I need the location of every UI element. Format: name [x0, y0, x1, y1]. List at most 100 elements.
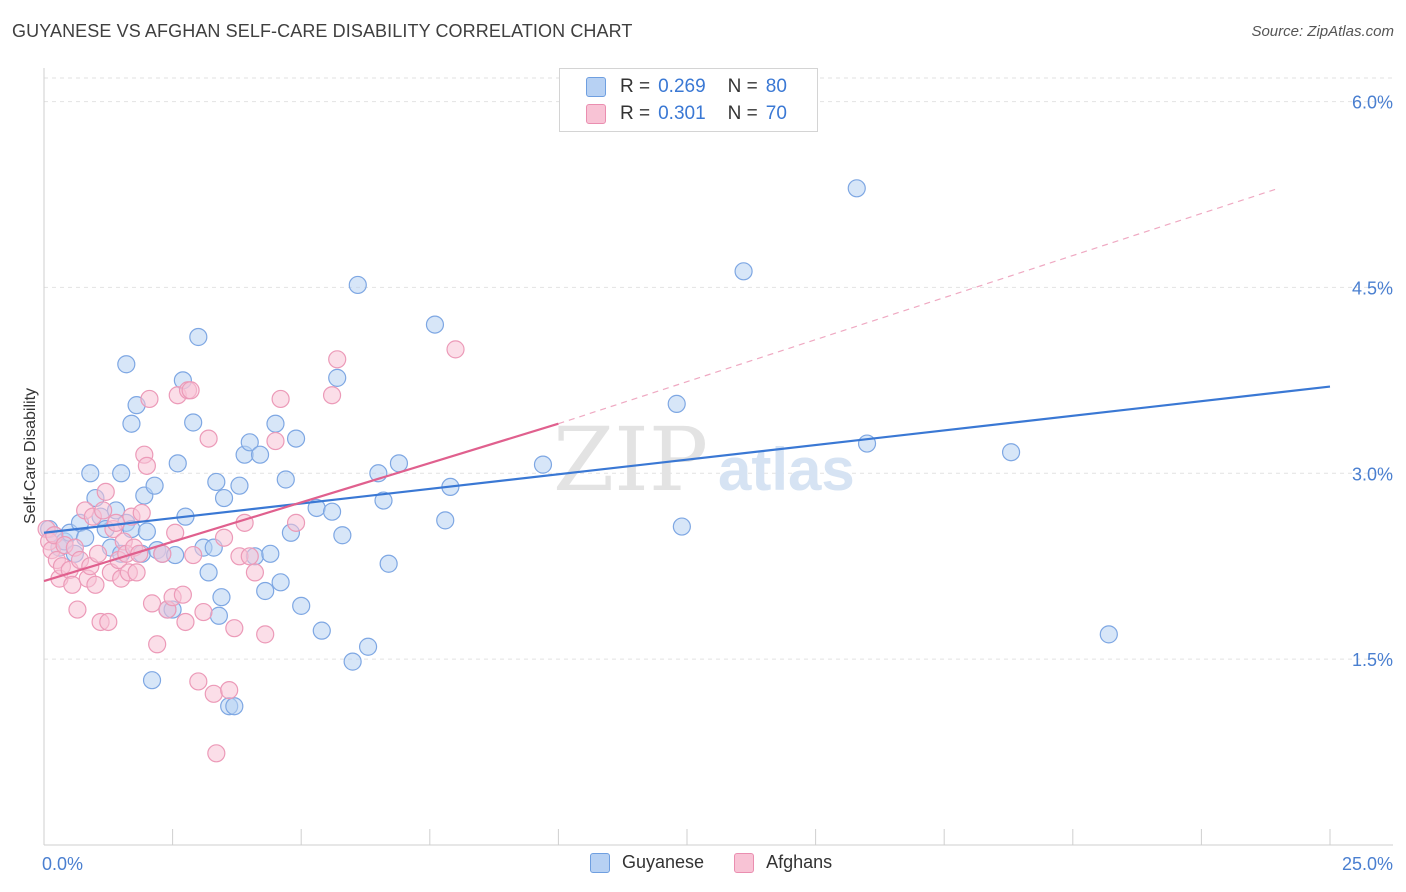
guyanese-point: [333, 526, 352, 545]
afghans-point: [86, 575, 105, 594]
guyanese-point: [322, 502, 342, 521]
legend-item-afghans[interactable]: Afghans: [734, 852, 832, 873]
afghans-point: [204, 684, 223, 703]
guyanese-swatch: [586, 77, 606, 97]
guyanese-point: [81, 464, 100, 483]
y-tick-label: 3.0%: [1352, 464, 1393, 484]
guyanese-swatch: [590, 852, 610, 873]
guyanese-point: [230, 476, 249, 495]
guyanese-point: [256, 581, 275, 601]
afghans-points: [37, 340, 465, 763]
r-label: R =: [620, 76, 651, 97]
afghans-swatch: [734, 852, 755, 873]
afghans-point: [266, 431, 285, 451]
guyanese-point: [312, 621, 331, 640]
afghans-point: [153, 544, 172, 563]
guyanese-r-value: 0.269: [658, 76, 706, 97]
afghans-point: [137, 456, 156, 475]
y-tick-label: 4.5%: [1352, 278, 1393, 298]
guyanese-point: [425, 315, 445, 334]
afghans-point: [328, 350, 347, 369]
guyanese-point: [348, 275, 367, 295]
guyanese-point: [207, 472, 226, 492]
legend-item-guyanese[interactable]: Guyanese: [590, 852, 704, 873]
afghans-point: [256, 625, 275, 644]
afghans-point: [240, 547, 259, 566]
afghans-point: [199, 429, 218, 448]
guyanese-point: [328, 368, 347, 387]
guyanese-point: [112, 464, 131, 483]
guyanese-point: [266, 414, 285, 433]
afghans-point: [68, 600, 87, 619]
afghans-trend-extension: [558, 187, 1279, 425]
watermark-atlas: atlas: [718, 436, 855, 503]
guyanese-point: [137, 522, 156, 541]
guyanese-point: [343, 652, 362, 671]
guyanese-point: [667, 394, 686, 413]
source-label: Source: ZipAtlas.com: [1251, 23, 1394, 40]
axes: [43, 68, 1393, 846]
guyanese-point: [672, 517, 691, 536]
afghans-point: [148, 635, 167, 654]
guyanese-point: [389, 454, 409, 473]
afghans-r-value: 0.301: [658, 103, 706, 124]
legend-label-afghans: Afghans: [766, 852, 833, 872]
guyanese-point: [734, 262, 753, 281]
afghans-point: [184, 545, 203, 565]
afghans-point: [194, 602, 213, 622]
guyanese-point: [225, 697, 244, 716]
y-axis-label: Self-Care Disability: [22, 388, 39, 524]
trend-lines: [43, 187, 1331, 583]
afghans-n-value: 70: [765, 103, 787, 124]
series-legend: Guyanese Afghans: [590, 852, 862, 873]
guyanese-point: [189, 327, 208, 347]
y-tick-label: 6.0%: [1352, 93, 1393, 113]
guyanese-trend-line: [43, 385, 1331, 534]
guyanese-point: [212, 588, 231, 607]
guyanese-point: [117, 355, 136, 374]
afghans-point: [322, 386, 342, 405]
afghans-point: [446, 340, 465, 359]
guyanese-point: [240, 433, 259, 452]
legend-row-guyanese: R = 0.269 N = 80: [586, 75, 787, 99]
afghans-point: [88, 544, 108, 563]
guyanese-point: [250, 445, 270, 464]
guyanese-point: [199, 563, 218, 582]
afghans-point: [132, 503, 151, 523]
guyanese-point: [286, 429, 306, 448]
afghans-point: [271, 389, 290, 409]
guyanese-point: [214, 488, 234, 508]
afghans-point: [96, 482, 115, 501]
guyanese-point: [122, 414, 141, 433]
n-label: N =: [727, 103, 758, 124]
afghans-point: [245, 563, 265, 582]
afghans-point: [207, 744, 226, 763]
afghans-point: [140, 389, 159, 409]
guyanese-point: [533, 455, 553, 474]
afghans-point: [220, 681, 239, 700]
legend-row-afghans: R = 0.301 N = 70: [586, 102, 787, 126]
afghans-point: [189, 672, 208, 691]
guyanese-point: [358, 637, 378, 656]
afghans-trend-line: [43, 422, 559, 583]
afghans-point: [176, 612, 195, 632]
x-tick-label: 0.0%: [42, 854, 83, 874]
r-label: R =: [620, 103, 651, 124]
afghans-point: [63, 575, 82, 594]
stats-legend: R = 0.269 N = 80 R = 0.301 N = 70: [559, 68, 818, 132]
afghans-point: [99, 612, 118, 632]
guyanese-point: [168, 454, 187, 473]
guyanese-point: [209, 606, 228, 625]
guyanese-n-value: 80: [765, 76, 787, 97]
tick-labels: 1.5% 3.0% 4.5% 6.0% 0.0% 25.0%: [42, 93, 1393, 874]
x-tick-label: 25.0%: [1342, 854, 1393, 874]
guyanese-point: [1001, 443, 1021, 462]
guyanese-point: [261, 544, 280, 563]
afghans-point: [225, 619, 244, 638]
afghans-point: [142, 594, 162, 613]
y-tick-label: 1.5%: [1352, 650, 1393, 670]
guyanese-point: [142, 671, 162, 690]
guyanese-point: [271, 573, 290, 592]
guyanese-point: [184, 413, 203, 432]
